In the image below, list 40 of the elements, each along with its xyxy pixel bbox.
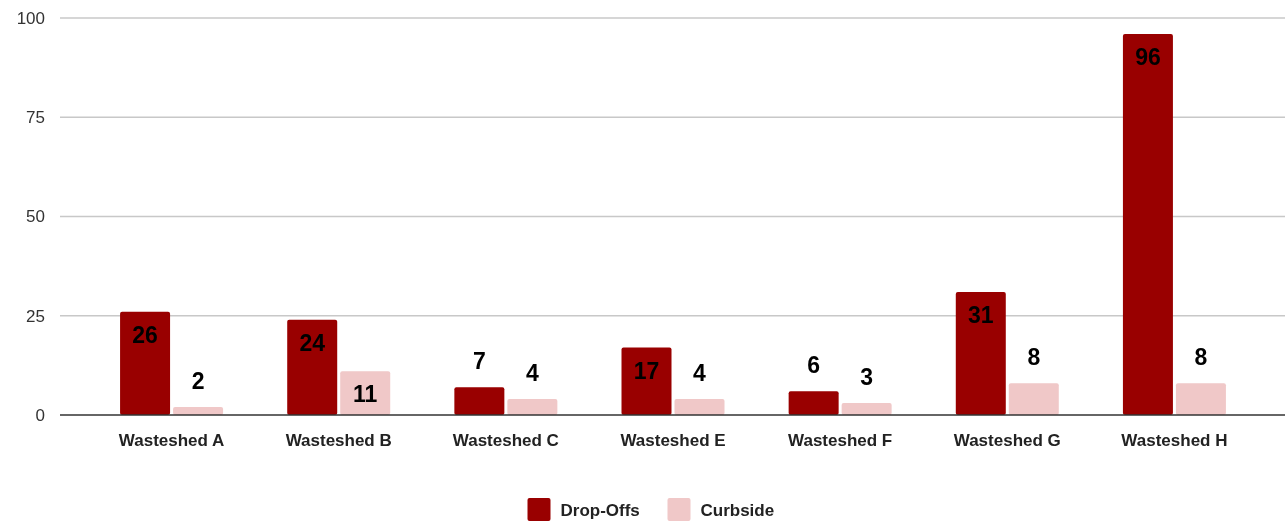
bar xyxy=(1008,383,1059,415)
bar xyxy=(120,311,171,415)
x-tick-label: Wasteshed C xyxy=(452,431,559,450)
bar xyxy=(841,403,892,415)
x-tick-label: Wasteshed B xyxy=(285,431,392,450)
y-tick-label: 0 xyxy=(35,405,45,425)
data-label: 6 xyxy=(807,352,821,379)
data-label: 26 xyxy=(132,321,158,348)
y-tick-label: 75 xyxy=(26,108,45,128)
legend-label: Curbside xyxy=(700,500,775,520)
bar xyxy=(788,391,839,415)
bar xyxy=(287,319,338,415)
data-label: 3 xyxy=(860,364,874,391)
data-label: 24 xyxy=(299,329,326,356)
y-tick-label: 25 xyxy=(26,306,45,326)
data-label: 96 xyxy=(1135,43,1161,70)
x-tick-label: Wasteshed F xyxy=(788,431,893,450)
bar xyxy=(1175,383,1226,415)
bar xyxy=(955,291,1006,415)
bar xyxy=(1122,33,1173,415)
x-tick-label: Wasteshed G xyxy=(953,431,1061,450)
data-label: 4 xyxy=(693,360,707,387)
data-label: 4 xyxy=(525,360,539,387)
data-label: 11 xyxy=(353,381,378,408)
data-label: 17 xyxy=(633,357,660,384)
y-tick-label: 50 xyxy=(26,207,45,227)
data-label: 8 xyxy=(1194,344,1208,371)
data-label: 7 xyxy=(472,348,486,375)
legend-label: Drop-Offs xyxy=(560,500,640,520)
data-label: 2 xyxy=(191,368,205,395)
x-tick-label: Wasteshed A xyxy=(118,431,225,450)
bar xyxy=(507,399,558,415)
y-tick-label: 100 xyxy=(16,8,45,28)
x-tick-label: Wasteshed E xyxy=(620,431,726,450)
bar xyxy=(674,399,725,415)
x-tick-label: Wasteshed H xyxy=(1121,431,1228,450)
bar xyxy=(454,387,505,415)
data-label: 31 xyxy=(967,301,994,328)
bar xyxy=(621,347,672,415)
data-label: 8 xyxy=(1027,344,1041,371)
